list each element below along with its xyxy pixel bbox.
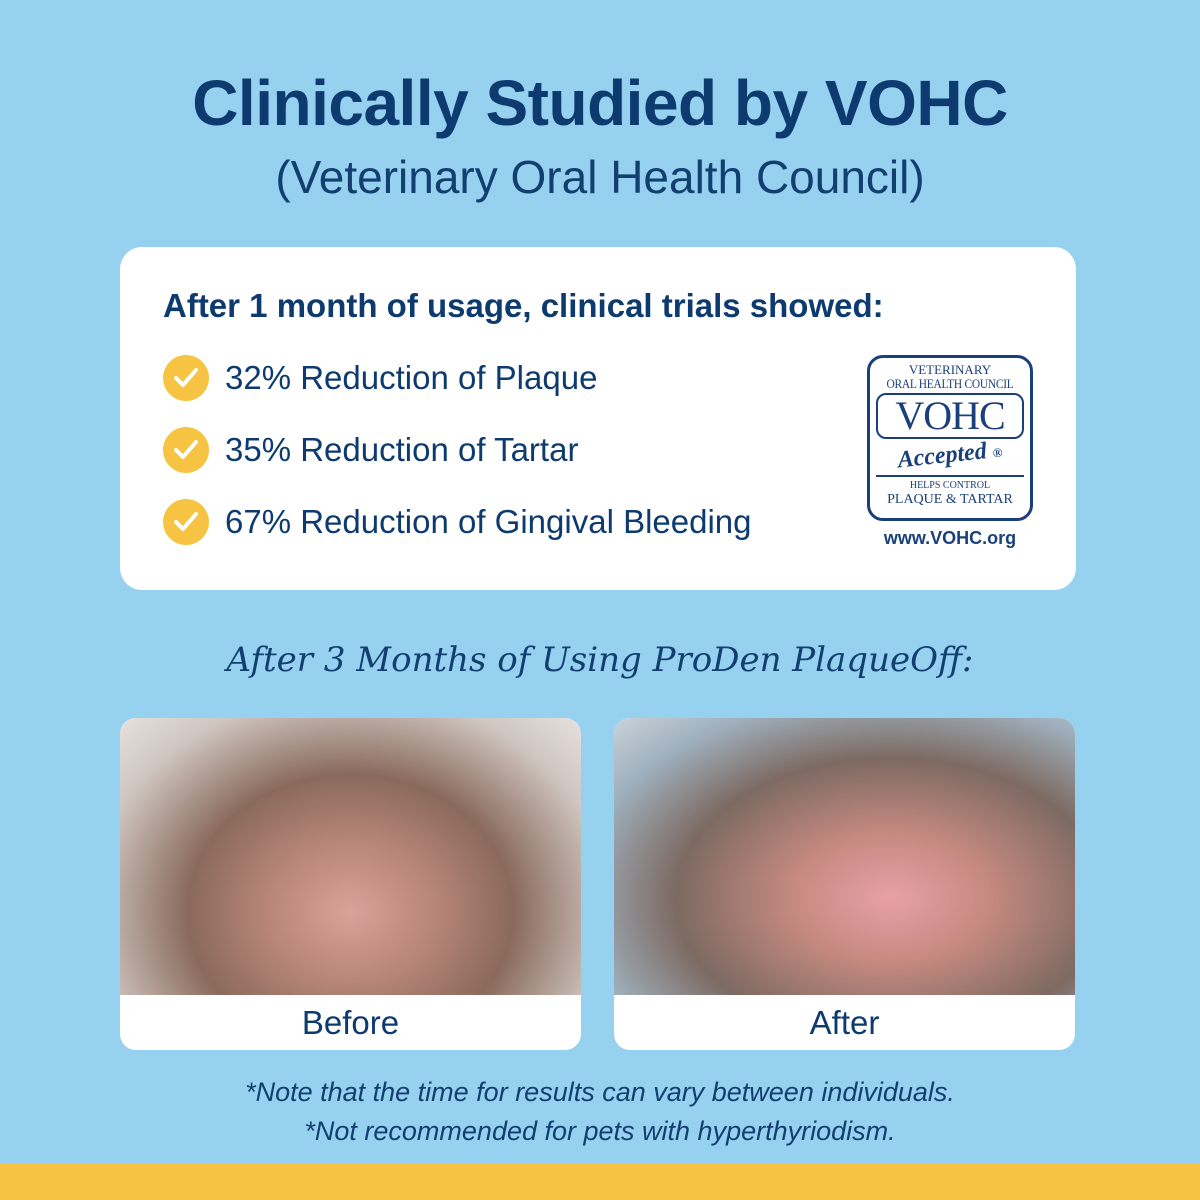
seal-accepted-text: Accepted bbox=[896, 438, 988, 474]
seal-divider bbox=[876, 475, 1024, 477]
check-circle-icon bbox=[163, 355, 209, 401]
result-item: 67% Reduction of Gingival Bleeding bbox=[163, 499, 752, 545]
page-title: Clinically Studied by VOHC bbox=[192, 67, 1008, 139]
result-label: 67% Reduction of Gingival Bleeding bbox=[225, 503, 752, 540]
after-label: After bbox=[809, 1004, 880, 1041]
check-circle-icon bbox=[163, 427, 209, 473]
page-subtitle: (Veterinary Oral Health Council) bbox=[275, 151, 925, 203]
before-label: Before bbox=[301, 1004, 400, 1041]
seal-helps: HELPS CONTROL bbox=[909, 480, 991, 491]
result-label: 32% Reduction of Plaque bbox=[225, 359, 598, 396]
result-item: 35% Reduction of Tartar bbox=[163, 427, 578, 473]
before-card: Before bbox=[120, 718, 581, 1050]
seal-acronym: VOHC bbox=[876, 393, 1024, 439]
result-item: 32% Reduction of Plaque bbox=[163, 355, 597, 401]
note-results-vary: *Note that the time for results can vary… bbox=[245, 1077, 955, 1107]
before-photo bbox=[120, 718, 581, 995]
results-heading: After 1 month of usage, clinical trials … bbox=[163, 287, 884, 324]
result-label: 35% Reduction of Tartar bbox=[225, 431, 579, 468]
note-hyperthyroidism: *Not recommended for pets with hyperthyr… bbox=[304, 1116, 896, 1146]
check-circle-icon bbox=[163, 499, 209, 545]
seal-registered-mark: ® bbox=[992, 444, 1004, 461]
seal-claim: PLAQUE & TARTAR bbox=[887, 492, 1013, 507]
after-photo bbox=[614, 718, 1075, 995]
after-card: After bbox=[614, 718, 1075, 1050]
vohc-url: www.VOHC.org bbox=[883, 528, 1017, 548]
seal-line2: ORAL HEALTH COUNCIL bbox=[886, 376, 1014, 391]
vohc-seal-logo: VETERINARY ORAL HEALTH COUNCIL VOHC Acce… bbox=[867, 355, 1033, 521]
results-card: After 1 month of usage, clinical trials … bbox=[120, 247, 1076, 590]
seal-line1: VETERINARY bbox=[908, 362, 992, 377]
footer-bar bbox=[0, 1164, 1200, 1200]
comparison-heading: After 3 Months of Using ProDen PlaqueOff… bbox=[226, 640, 974, 680]
